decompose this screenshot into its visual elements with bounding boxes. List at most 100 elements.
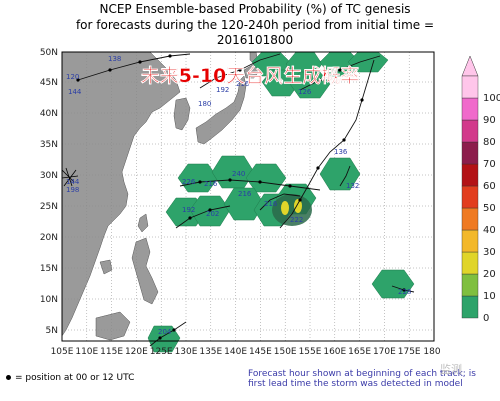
legend-position-note: = position at 00 or 12 UTC [6, 373, 134, 383]
land-philippines [131, 237, 159, 305]
map-border [61, 51, 435, 342]
overlay-title: 未来5-10天台风生成概率 [140, 64, 360, 87]
lat-axis: 5N 10N 15N 20N 25N 30N 35N 40N 45N 50N [40, 48, 58, 336]
track-label: 216 [264, 200, 278, 208]
lat-tick-label: 50N [40, 48, 58, 58]
colorbar-segment [461, 229, 479, 253]
track-dots [76, 54, 406, 340]
lat-tick-label: 40N [40, 109, 58, 119]
prob-hex [261, 69, 301, 97]
lon-axis: 105E 110E 115E 120E 125E 130E 135E 140E … [51, 347, 441, 357]
colorbar-segment [461, 141, 479, 165]
land-borneo [95, 311, 131, 341]
track-label: 222 [290, 216, 303, 224]
prob-hex [147, 325, 181, 353]
legend-text: = position at 00 or 12 UTC [15, 373, 135, 383]
track-labels: 120 138 144 180 192 240 226 216 192 202 … [66, 55, 411, 336]
lat-tick-label: 15N [40, 264, 58, 274]
track-label: 144 [68, 88, 82, 96]
colorbar-segments [461, 75, 479, 319]
lon-tick-label: 165E [348, 347, 371, 357]
prob-hex [245, 163, 287, 193]
lon-tick-label: 145E [249, 347, 272, 357]
colorbar-tick-label: 20 [483, 269, 496, 280]
track-label: 216 [204, 180, 218, 188]
track-label: 226 [182, 178, 196, 186]
lon-tick-label: 155E [299, 347, 322, 357]
lat-tick-label: 25N [40, 202, 58, 212]
lon-tick-label: 105E [51, 347, 74, 357]
track-label: 192 [182, 206, 195, 214]
land-taiwan [137, 213, 149, 233]
track-label: 126 [298, 88, 312, 96]
lat-tick-label: 10N [40, 295, 58, 305]
lon-tick-label: 180 [423, 347, 440, 357]
colorbar-tick-label: 40 [483, 225, 496, 236]
track-label: 144 [66, 178, 80, 186]
track-label: 204 [158, 328, 172, 336]
colorbar-segment [461, 75, 479, 99]
lon-tick-label: 160E [323, 347, 346, 357]
lat-tick-label: 30N [40, 171, 58, 181]
footnote: Forecast hour shown at beginning of each… [248, 369, 476, 389]
colorbar-segment [461, 295, 479, 319]
track-label: 216 [236, 80, 250, 88]
colorbar-top-arrow [461, 55, 479, 77]
colorbar: 0 10 20 30 40 50 60 70 80 90 100 [461, 55, 500, 324]
colorbar-tick-label: 10 [483, 291, 496, 302]
colorbar-tick-label: 0 [483, 313, 489, 324]
dot-icon [6, 375, 11, 380]
colorbar-tick-label: 90 [483, 115, 496, 126]
colorbar-segment [461, 97, 479, 121]
colorbar-segment [461, 163, 479, 187]
colorbar-tick-label: 30 [483, 247, 496, 258]
lon-tick-label: 175E [398, 347, 421, 357]
track-label: 136 [334, 148, 348, 156]
storm-tracks [77, 53, 415, 347]
lon-tick-label: 125E [150, 347, 173, 357]
track-label: 180 [198, 100, 211, 108]
track-label: 198 [66, 186, 79, 194]
colorbar-segment [461, 273, 479, 297]
lon-tick-label: 150E [274, 347, 297, 357]
track-label: 202 [206, 210, 219, 218]
colorbar-labels: 0 10 20 30 40 50 60 70 80 90 100 [483, 93, 500, 324]
track-label: 192 [216, 86, 229, 94]
colorbar-tick-label: 60 [483, 181, 496, 192]
land-mainland-asia [61, 51, 181, 337]
lat-tick-label: 45N [40, 78, 58, 88]
lat-tick-label: 20N [40, 233, 58, 243]
colorbar-segment [461, 207, 479, 231]
colorbar-tick-label: 70 [483, 159, 496, 170]
track-label: 120 [66, 73, 79, 81]
title-line-1: NCEP Ensemble-based Probability (%) of T… [99, 2, 411, 16]
probability-core [272, 194, 312, 226]
track-label: 132 [346, 182, 359, 190]
title-line-2: for forecasts during the 120-240h period… [75, 18, 435, 47]
lat-tick-label: 35N [40, 140, 58, 150]
lat-tick-label: 5N [46, 326, 58, 336]
track-label: 240 [232, 170, 245, 178]
prob-hex [223, 187, 265, 221]
colorbar-tick-label: 100 [483, 93, 500, 104]
colorbar-tick-label: 50 [483, 203, 496, 214]
map-panel: 120 138 144 180 192 240 226 216 192 202 … [61, 51, 435, 353]
lon-tick-label: 110E [75, 347, 98, 357]
lon-tick-label: 115E [100, 347, 123, 357]
colorbar-segment [461, 251, 479, 275]
colorbar-segment [461, 185, 479, 209]
lon-tick-label: 135E [199, 347, 222, 357]
watermark: 监测 [440, 363, 462, 376]
lon-tick-label: 170E [373, 347, 396, 357]
land-hainan [99, 259, 113, 275]
lon-tick-label: 140E [224, 347, 247, 357]
lon-tick-label: 120E [125, 347, 148, 357]
colorbar-segment [461, 119, 479, 143]
prob-hex [177, 163, 219, 193]
track-label: 228 [398, 288, 411, 296]
lon-tick-label: 130E [175, 347, 198, 357]
track-cluster [61, 167, 79, 187]
colorbar-tick-label: 80 [483, 137, 496, 148]
track-label: 138 [108, 55, 121, 63]
